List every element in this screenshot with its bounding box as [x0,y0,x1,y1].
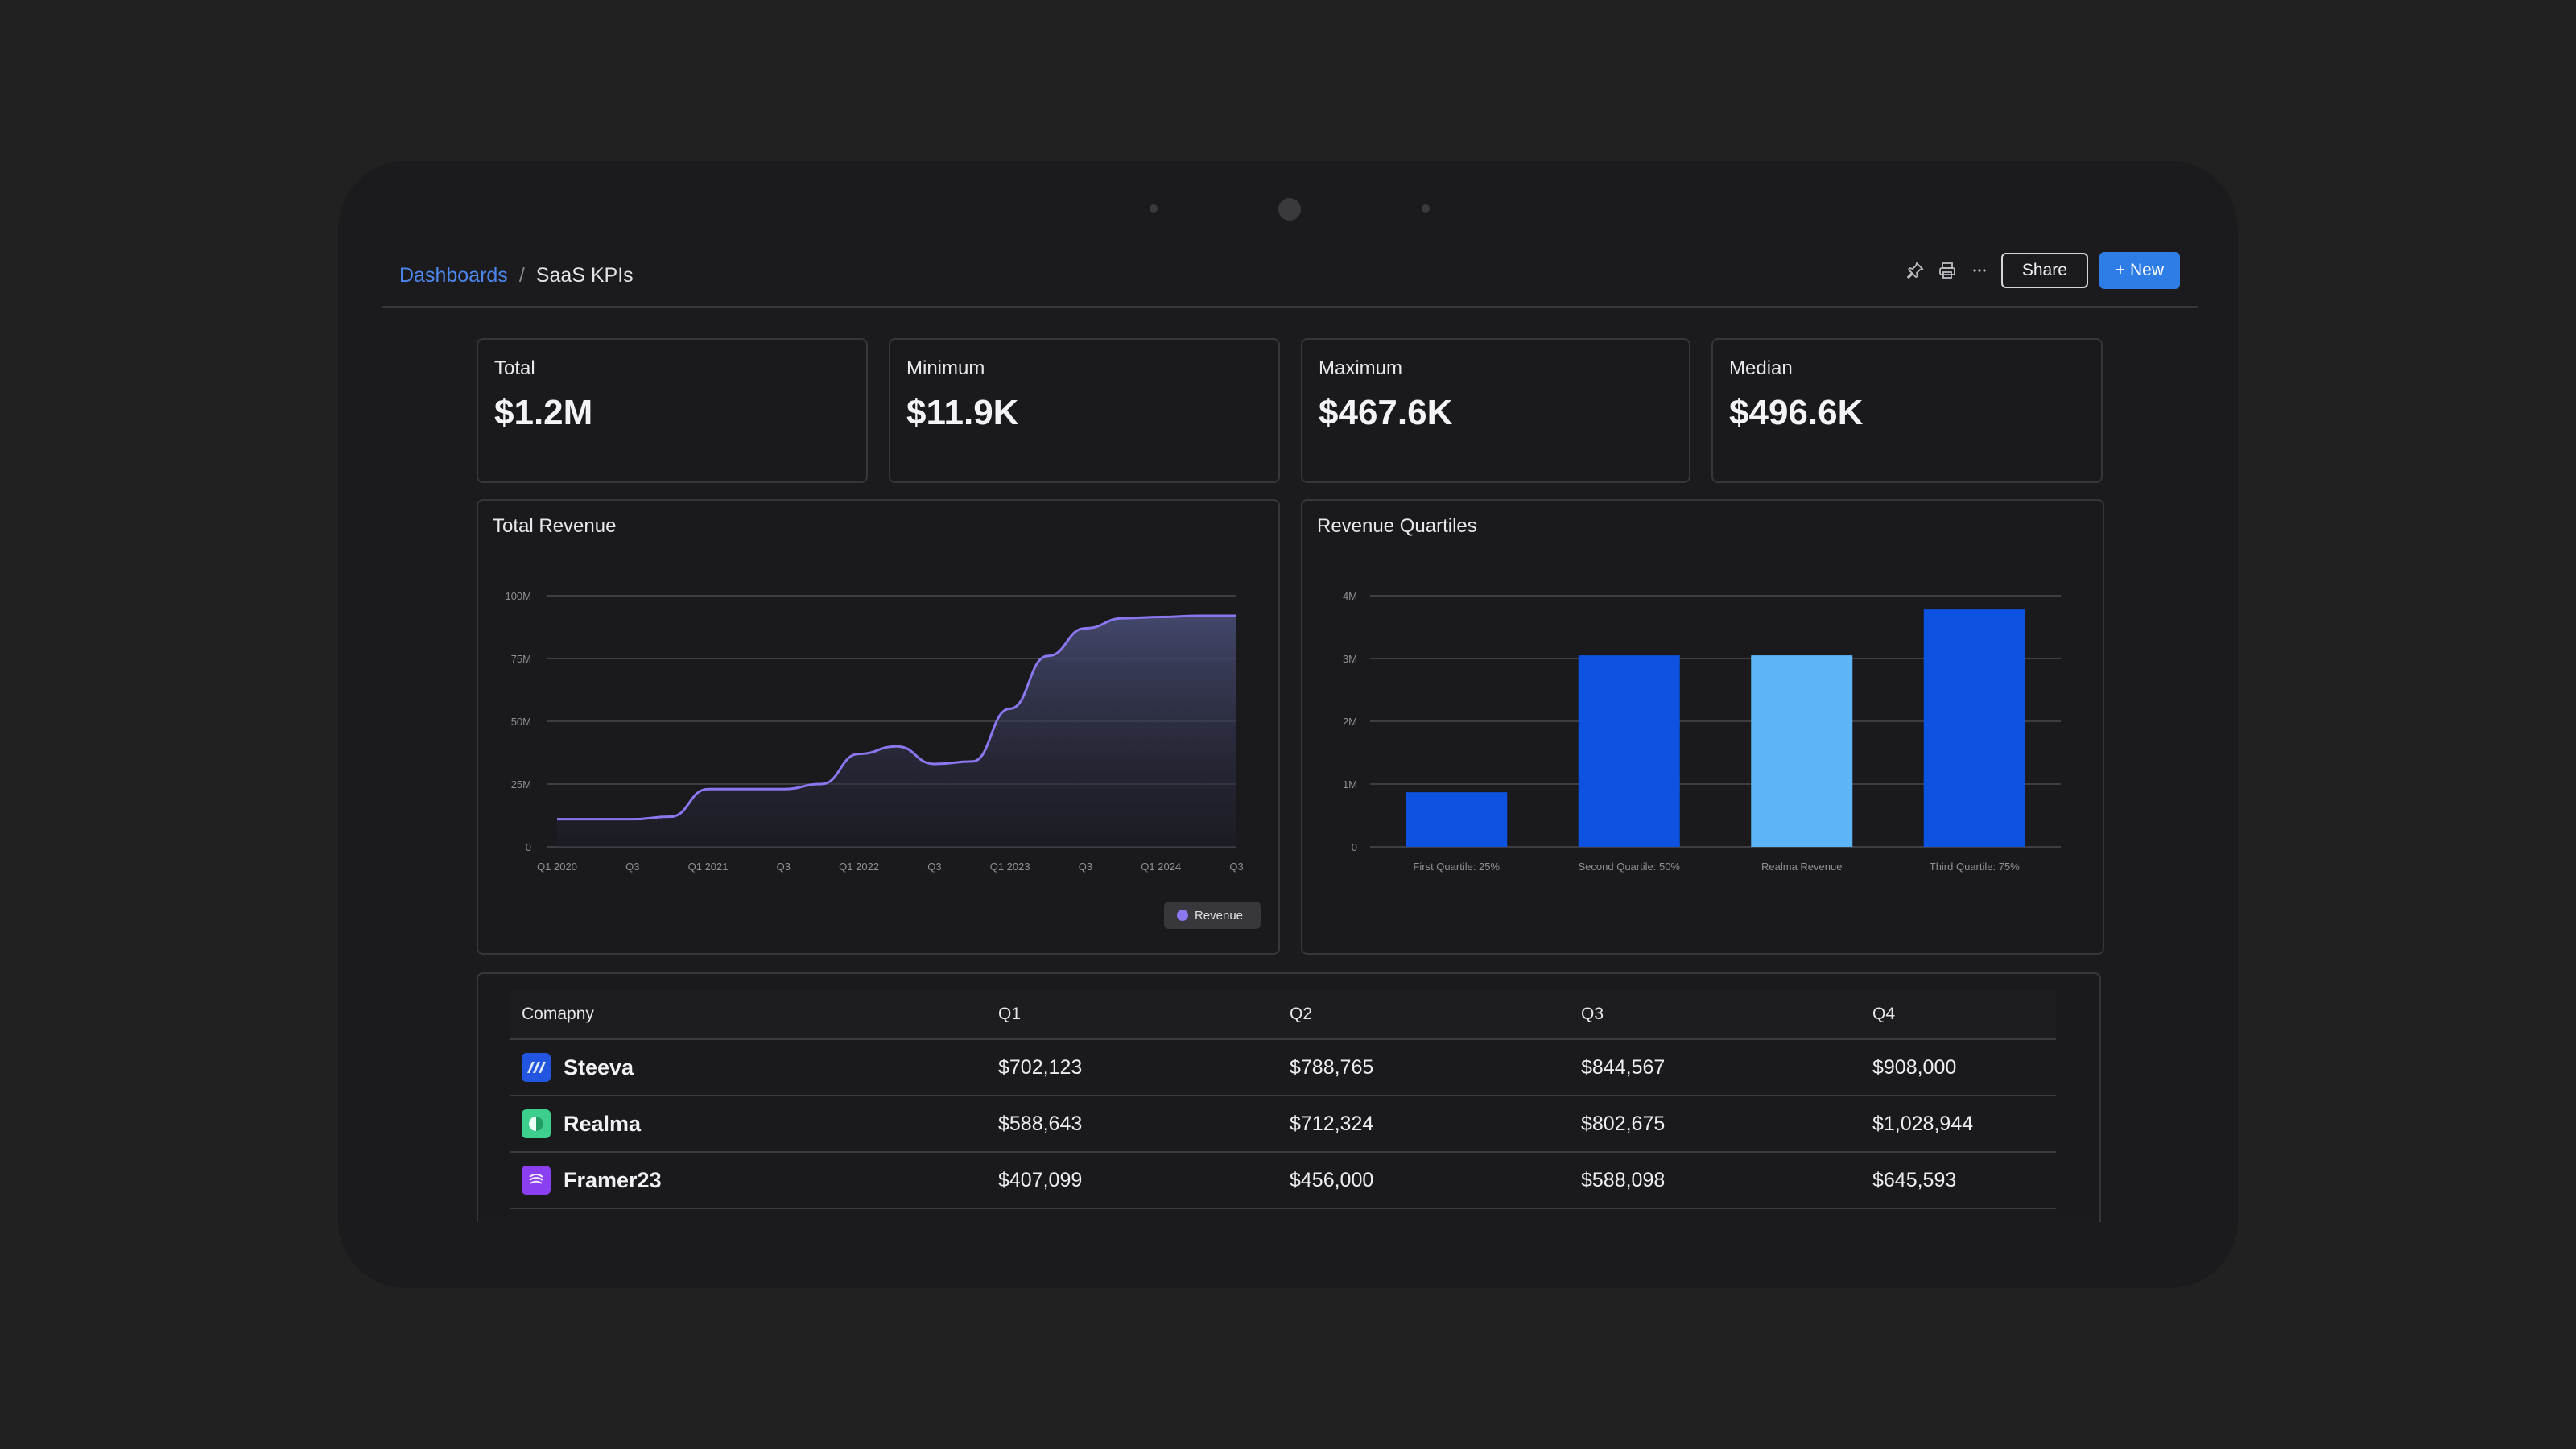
header-q2[interactable]: Q2 [1290,990,1581,1040]
more-horizontal-icon[interactable] [1969,260,1990,281]
x-tick-label: Q1 2023 [990,861,1030,873]
x-tick-label: Third Quartile: 75% [1930,861,2020,873]
y-tick-label: 0 [526,841,531,853]
quartile-bar [1751,655,1853,847]
cell-q1: $588,643 [998,1096,1290,1153]
header-actions: Share + New [1905,251,2180,290]
table-header-row: Comapny Q1 Q2 Q3 Q4 [510,990,2056,1040]
cell-q2: $712,324 [1290,1096,1581,1153]
realma-logo-icon [522,1109,551,1138]
x-tick-label: Second Quartile: 50% [1579,861,1681,873]
header-q3[interactable]: Q3 [1581,990,1872,1040]
x-tick-label: First Quartile: 25% [1413,861,1500,873]
header-company-label: Comapny [522,1005,594,1023]
kpi-card-minimum: Minimum $11.9K [889,338,1280,483]
revenue-quartiles-card: Revenue Quartiles 0 1M 2M 3M 4M First Quartil… [1301,499,2104,955]
table-row[interactable]: Realma $588,643 $712,324 $802,675 $1,028… [510,1096,2056,1153]
quartile-bar [1578,655,1680,847]
cell-q2: $456,000 [1290,1152,1581,1209]
cell-q1: $702,123 [998,1039,1290,1096]
y-tick-label: 75M [511,653,531,665]
revenue-line [557,614,1236,821]
header-q1[interactable]: Q1 [998,990,1290,1040]
x-tick-label: Q3 [1229,861,1243,873]
kpi-card-median: Median $496.6K [1711,338,2103,483]
y-tick-label: 0 [1352,841,1357,853]
y-tick-label: 1M [1343,778,1357,791]
new-button[interactable]: + New [2099,252,2180,289]
y-tick-label: 4M [1343,590,1357,602]
share-button[interactable]: Share [2000,253,2088,288]
legend-swatch [1176,910,1188,921]
company-cell: Steeva [510,1039,998,1096]
kpi-card-total: Total $1.2M [477,338,868,483]
company-name: Steeva [564,1055,634,1080]
kpi-card-maximum: Maximum $467.6K [1301,338,1690,483]
company-cell: Framer23 [510,1152,998,1209]
kpi-value: $1.2M [494,393,593,432]
y-tick-label: 2M [1343,716,1357,728]
kpi-value: $467.6K [1319,393,1453,432]
total-revenue-chart: 0 25M 50M 75M 100M Q1 2020 Q3 Q1 2021 Q3 Q1 2022 Q… [505,590,1243,873]
legend-label: Revenue [1194,908,1243,923]
x-tick-label: Q3 [927,861,941,873]
chart-title: Revenue Quartiles [1317,515,1477,537]
breadcrumb-separator: / [518,264,525,287]
x-tick-label: Q1 2024 [1141,861,1181,873]
camera-lens [1278,198,1301,221]
company-name: Framer23 [564,1167,662,1192]
y-tick-label: 25M [511,778,531,791]
cell-q1: $407,099 [998,1152,1290,1209]
chart-legend-revenue[interactable]: Revenue [1163,902,1261,929]
cell-q3: $588,098 [1581,1152,1872,1209]
kpi-label: Maximum [1319,357,1403,379]
cell-q4: $1,028,944 [1872,1096,2056,1153]
breadcrumb-dashboards-link[interactable]: Dashboards [399,264,508,287]
company-cell: Realma [510,1096,998,1153]
revenue-area [557,615,1236,847]
cell-q2: $788,765 [1290,1039,1581,1096]
table-row[interactable]: Framer23 $407,099 $456,000 $588,098 $645… [510,1152,2056,1209]
x-tick-label: Q1 2022 [839,861,879,873]
x-tick-label: Realma Revenue [1761,861,1842,873]
kpi-label: Total [494,357,535,379]
x-tick-label: Q3 [1079,861,1092,873]
pin-icon[interactable] [1905,260,1926,281]
header-company[interactable]: Comapny [510,990,998,1040]
total-revenue-card: Total Revenue 0 25M 50M 75M 100M Q1 2020 Q3 Q1 … [477,499,1280,955]
y-tick-label: 3M [1343,653,1357,665]
x-tick-label: Q1 2020 [537,861,577,873]
breadcrumb: Dashboards / SaaS KPIs [399,264,634,287]
kpi-label: Minimum [906,357,985,379]
sensor-dot-left [1150,204,1158,213]
company-revenue-table: Comapny Q1 Q2 Q3 Q4 Steeva $702,123 $788… [510,990,2056,1209]
company-name: Realma [564,1111,642,1136]
cell-q4: $645,593 [1872,1152,2056,1209]
kpi-label: Median [1729,357,1793,379]
quartile-bar [1923,609,2025,847]
chart-title: Total Revenue [493,515,617,537]
y-tick-label: 100M [505,590,531,602]
cell-q3: $802,675 [1581,1096,1872,1153]
kpi-value: $11.9K [906,393,1019,432]
cell-q4: $908,000 [1872,1039,2056,1096]
y-tick-label: 50M [511,716,531,728]
sensor-dot-right [1422,204,1430,213]
quartile-bar [1406,792,1508,847]
header-q4[interactable]: Q4 [1872,990,2056,1040]
x-tick-label: Q3 [625,861,639,873]
x-tick-label: Q1 2021 [688,861,729,873]
page-title: SaaS KPIs [535,264,634,287]
printer-icon[interactable] [1937,260,1958,281]
steeva-logo-icon [522,1053,551,1082]
cell-q3: $844,567 [1581,1039,1872,1096]
revenue-quartiles-chart: 0 1M 2M 3M 4M First Quartile: 25% Second Quart… [1343,590,2061,873]
x-tick-label: Q3 [777,861,791,873]
table-row[interactable]: Steeva $702,123 $788,765 $844,567 $908,0… [510,1039,2056,1096]
kpi-value: $496.6K [1729,393,1864,432]
framer23-logo-icon [522,1166,551,1195]
page-header: Dashboards / SaaS KPIs Share + New [382,251,2198,308]
